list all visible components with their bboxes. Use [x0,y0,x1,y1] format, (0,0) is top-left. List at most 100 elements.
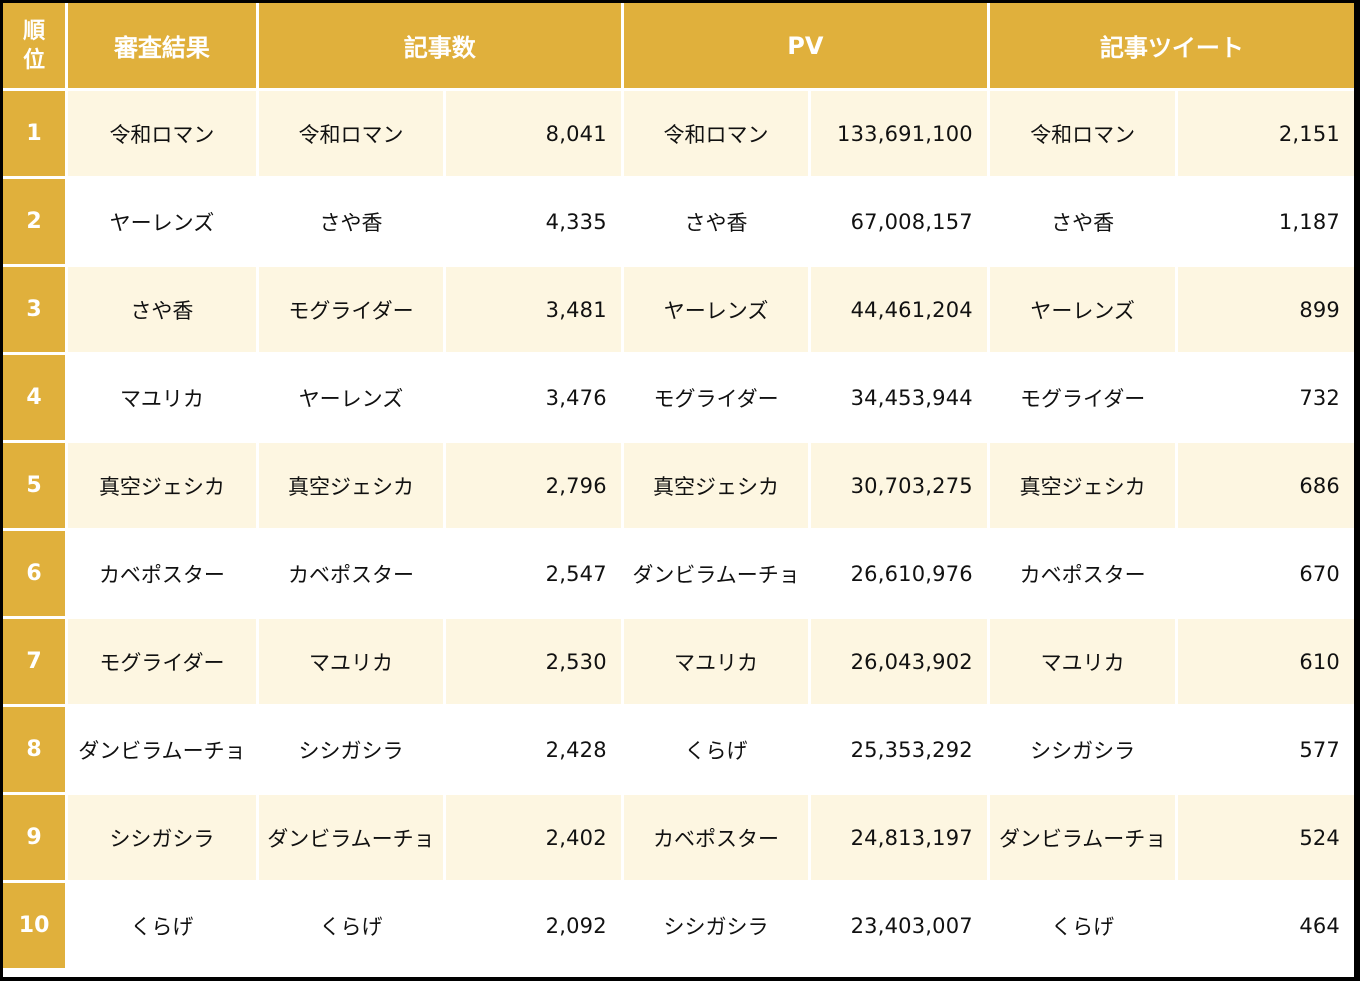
pv-name-cell: 真空ジェシカ [623,443,809,528]
articles-name-cell: ダンビラムーチョ [258,795,444,880]
articles-name-cell: 真空ジェシカ [258,443,444,528]
header-rank-line2: 位 [23,47,46,73]
articles-value-cell: 2,530 [446,619,621,704]
articles-value-cell: 8,041 [446,91,621,176]
table-row: 9 シシガシラ ダンビラムーチョ 2,402 カベポスター 24,813,197… [3,795,1354,880]
pv-name-cell: カベポスター [623,795,809,880]
pv-value-cell: 24,813,197 [811,795,987,880]
articles-name-cell: モグライダー [258,267,444,352]
rank-cell: 9 [3,795,66,880]
tweets-value-cell: 686 [1178,443,1354,528]
table-row: 2 ヤーレンズ さや香 4,335 さや香 67,008,157 さや香 1,1… [3,179,1354,264]
tweets-name-cell: カベポスター [989,531,1176,616]
pv-name-cell: シシガシラ [623,883,809,968]
result-cell: ヤーレンズ [68,179,256,264]
result-cell: さや香 [68,267,256,352]
pv-value-cell: 34,453,944 [811,355,987,440]
pv-name-cell: ヤーレンズ [623,267,809,352]
pv-value-cell: 133,691,100 [811,91,987,176]
articles-value-cell: 3,481 [446,267,621,352]
tweets-value-cell: 464 [1178,883,1354,968]
rank-cell: 2 [3,179,66,264]
pv-name-cell: 令和ロマン [623,91,809,176]
header-pv: PV [623,3,987,88]
rank-cell: 5 [3,443,66,528]
rank-cell: 8 [3,707,66,792]
result-cell: くらげ [68,883,256,968]
pv-value-cell: 23,403,007 [811,883,987,968]
rank-cell: 10 [3,883,66,968]
pv-value-cell: 26,610,976 [811,531,987,616]
rank-cell: 1 [3,91,66,176]
header-row: 順位 審査結果 記事数 PV 記事ツイート [3,3,1354,88]
result-cell: シシガシラ [68,795,256,880]
result-cell: 令和ロマン [68,91,256,176]
tweets-value-cell: 577 [1178,707,1354,792]
result-cell: マユリカ [68,355,256,440]
table-row: 3 さや香 モグライダー 3,481 ヤーレンズ 44,461,204 ヤーレン… [3,267,1354,352]
header-rank: 順位 [3,3,66,88]
tweets-value-cell: 2,151 [1178,91,1354,176]
pv-value-cell: 25,353,292 [811,707,987,792]
tweets-name-cell: くらげ [989,883,1176,968]
pv-name-cell: モグライダー [623,355,809,440]
rank-cell: 7 [3,619,66,704]
tweets-value-cell: 670 [1178,531,1354,616]
pv-name-cell: ダンビラムーチョ [623,531,809,616]
tweets-value-cell: 610 [1178,619,1354,704]
tweets-name-cell: モグライダー [989,355,1176,440]
header-articles: 記事数 [258,3,621,88]
tweets-value-cell: 1,187 [1178,179,1354,264]
rank-cell: 4 [3,355,66,440]
articles-value-cell: 2,428 [446,707,621,792]
tweets-name-cell: さや香 [989,179,1176,264]
articles-name-cell: さや香 [258,179,444,264]
table-row: 5 真空ジェシカ 真空ジェシカ 2,796 真空ジェシカ 30,703,275 … [3,443,1354,528]
table-row: 6 カベポスター カベポスター 2,547 ダンビラムーチョ 26,610,97… [3,531,1354,616]
result-cell: ダンビラムーチョ [68,707,256,792]
articles-name-cell: くらげ [258,883,444,968]
tweets-name-cell: 真空ジェシカ [989,443,1176,528]
tweets-name-cell: ダンビラムーチョ [989,795,1176,880]
rank-cell: 3 [3,267,66,352]
tweets-name-cell: マユリカ [989,619,1176,704]
result-cell: モグライダー [68,619,256,704]
ranking-table-frame: 順位 審査結果 記事数 PV 記事ツイート 1 令和ロマン 令和ロマン 8,04… [3,3,1354,977]
header-tweets: 記事ツイート [989,3,1354,88]
articles-value-cell: 2,796 [446,443,621,528]
pv-name-cell: くらげ [623,707,809,792]
articles-value-cell: 2,402 [446,795,621,880]
articles-name-cell: シシガシラ [258,707,444,792]
articles-value-cell: 4,335 [446,179,621,264]
articles-value-cell: 2,547 [446,531,621,616]
articles-value-cell: 3,476 [446,355,621,440]
articles-name-cell: 令和ロマン [258,91,444,176]
table-row: 7 モグライダー マユリカ 2,530 マユリカ 26,043,902 マユリカ… [3,619,1354,704]
rank-cell: 6 [3,531,66,616]
tweets-name-cell: シシガシラ [989,707,1176,792]
tweets-name-cell: 令和ロマン [989,91,1176,176]
tweets-value-cell: 732 [1178,355,1354,440]
table-row: 8 ダンビラムーチョ シシガシラ 2,428 くらげ 25,353,292 シシ… [3,707,1354,792]
pv-value-cell: 67,008,157 [811,179,987,264]
articles-name-cell: カベポスター [258,531,444,616]
pv-name-cell: マユリカ [623,619,809,704]
articles-name-cell: マユリカ [258,619,444,704]
tweets-value-cell: 899 [1178,267,1354,352]
pv-value-cell: 44,461,204 [811,267,987,352]
result-cell: カベポスター [68,531,256,616]
header-result: 審査結果 [68,3,256,88]
pv-value-cell: 26,043,902 [811,619,987,704]
tweets-value-cell: 524 [1178,795,1354,880]
table-row: 4 マユリカ ヤーレンズ 3,476 モグライダー 34,453,944 モグラ… [3,355,1354,440]
table-row: 10 くらげ くらげ 2,092 シシガシラ 23,403,007 くらげ 46… [3,883,1354,968]
result-cell: 真空ジェシカ [68,443,256,528]
articles-value-cell: 2,092 [446,883,621,968]
articles-name-cell: ヤーレンズ [258,355,444,440]
pv-value-cell: 30,703,275 [811,443,987,528]
header-rank-line1: 順 [23,18,46,44]
table-row: 1 令和ロマン 令和ロマン 8,041 令和ロマン 133,691,100 令和… [3,91,1354,176]
tweets-name-cell: ヤーレンズ [989,267,1176,352]
pv-name-cell: さや香 [623,179,809,264]
